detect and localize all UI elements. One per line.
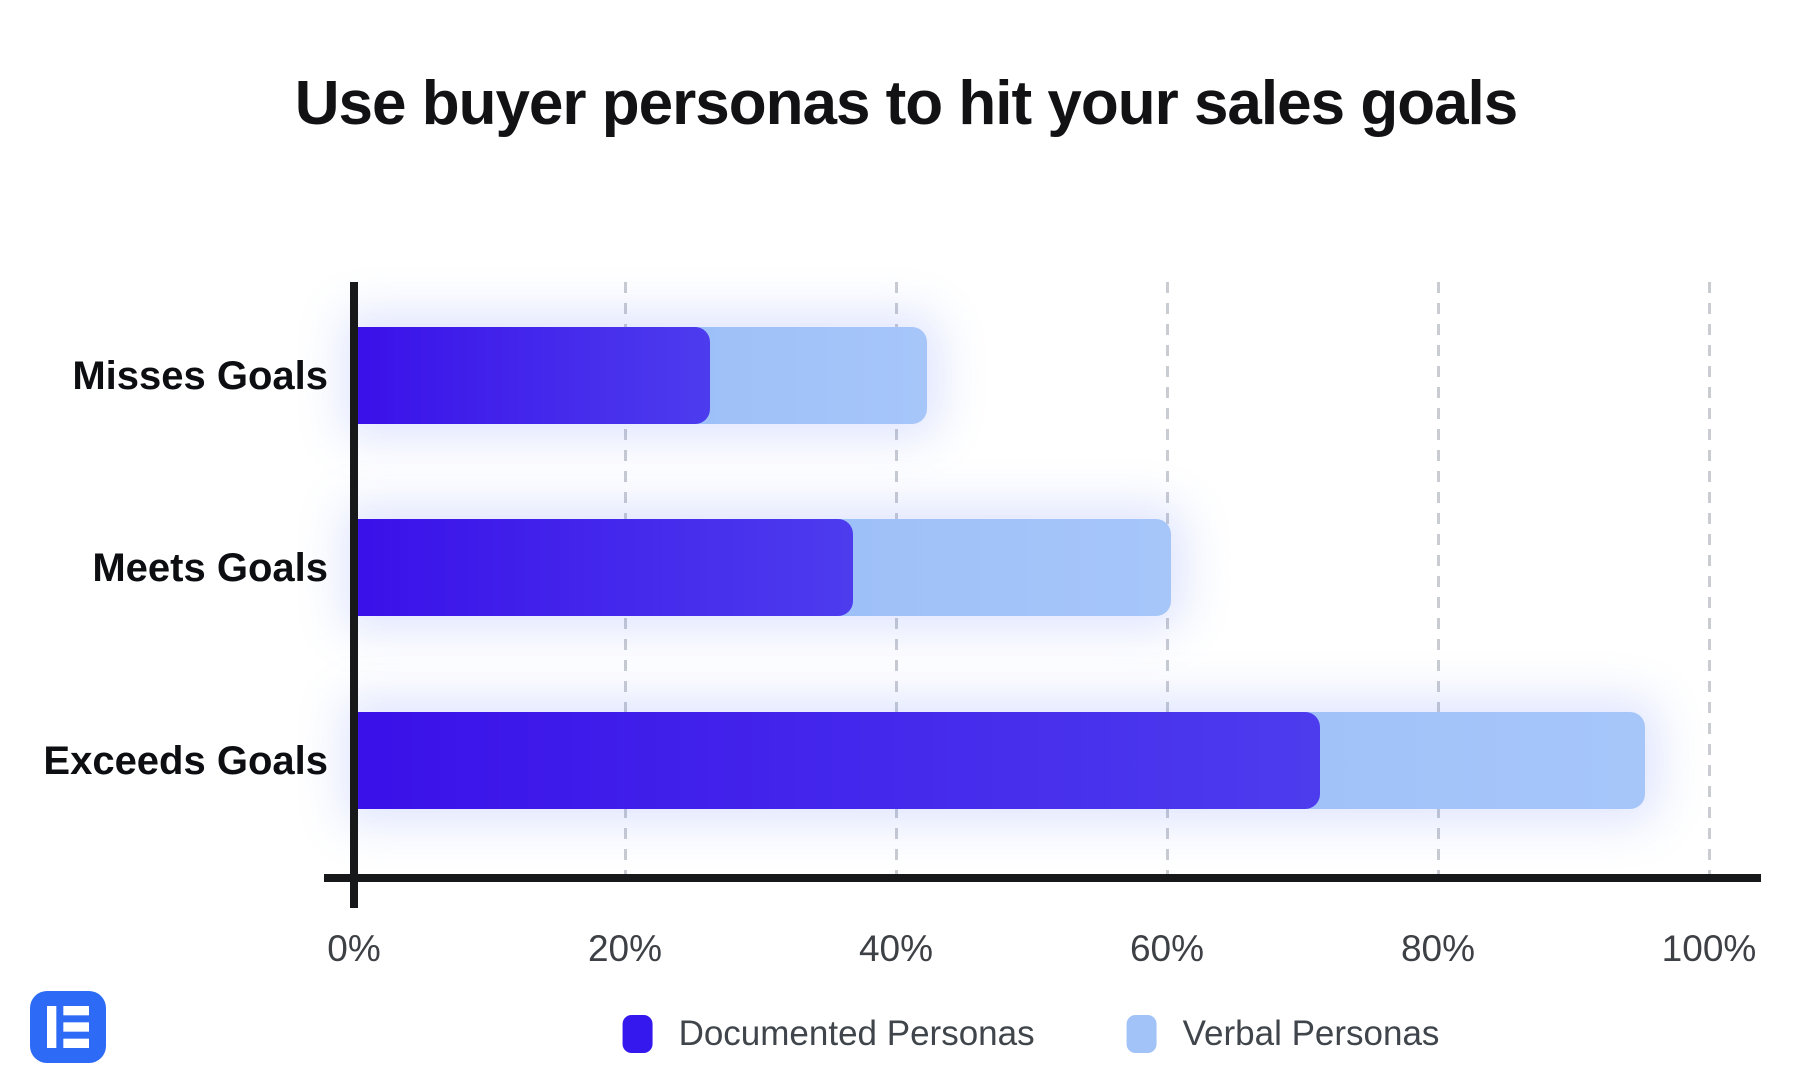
x-tick-label: 60% [1129,928,1205,969]
category-label: Meets Goals [92,545,328,590]
category-label: Exceeds Goals [43,738,328,783]
bar-documented-personas [358,519,853,616]
x-axis-line [324,874,1761,882]
x-tick-label: 0% [327,928,381,969]
legend-label: Documented Personas [678,1014,1035,1053]
legend-item-verbal-personas: Verbal Personas [1126,1014,1440,1054]
x-tick-label: 40% [858,928,934,969]
bar-row [358,712,1646,809]
bar-documented-personas [358,712,1321,809]
gridline-80pct [1436,282,1440,874]
y-axis-line [350,282,358,908]
bar-documented-personas [358,327,711,424]
legend-swatch-icon [1126,1015,1157,1053]
bar-row [358,327,928,424]
x-tick-label: 80% [1400,928,1476,969]
bar-row [358,519,1171,616]
legend: Documented Personas Verbal Personas [622,1014,1440,1054]
category-label: Misses Goals [72,353,328,398]
chart-title: Use buyer personas to hit your sales goa… [294,69,1519,138]
legend-item-documented-personas: Documented Personas [622,1014,1035,1054]
legend-swatch-icon [622,1015,653,1053]
legend-label: Verbal Personas [1182,1014,1440,1053]
gridline-100pct [1707,282,1711,874]
x-tick-label: 20% [587,928,663,969]
elementor-e-icon [47,1006,89,1048]
x-tick-label: 100% [1661,928,1757,969]
elementor-logo [30,991,106,1063]
